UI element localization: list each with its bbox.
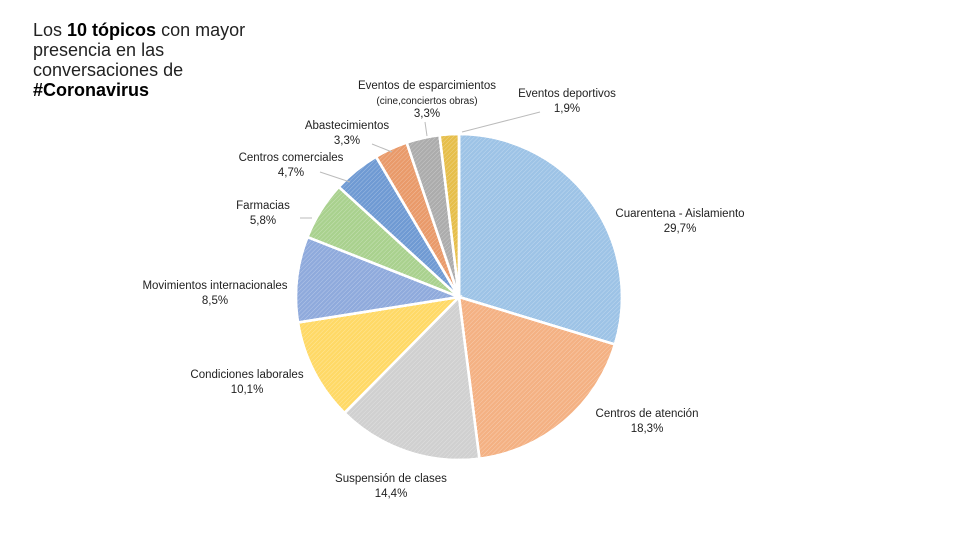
pie-slice-hatch	[342, 294, 481, 462]
slice-value-label: 1,9%	[554, 103, 580, 115]
leader-line	[424, 121, 428, 137]
slice-value-label: 8,5%	[202, 295, 228, 307]
slice-label: Eventos de esparcimientos	[358, 80, 496, 92]
slice-sublabel: (cine,conciertos obras)	[376, 96, 477, 107]
chart-title: Los 10 tópicos con mayor presencia en la…	[33, 20, 273, 100]
slice-label: Centros comerciales	[239, 152, 344, 164]
slice-label: Suspensión de clases	[335, 473, 447, 485]
slice-value-label: 5,8%	[250, 215, 276, 227]
leader-line	[371, 143, 393, 153]
slice-label: Centros de atención	[596, 408, 699, 420]
slice-label: Abastecimientos	[305, 120, 390, 132]
leader-line	[461, 111, 541, 133]
pie-slice	[457, 295, 617, 461]
pie-slice-hatch	[438, 132, 461, 298]
slice-label: Cuarentena - Aislamiento	[615, 208, 744, 220]
slice-value-label: 3,3%	[414, 108, 440, 120]
title-hashtag: #Coronavirus	[33, 80, 150, 100]
leader-line	[319, 171, 351, 183]
title-bold: 10 tópicos	[67, 20, 157, 40]
slice-value-label: 18,3%	[631, 423, 664, 435]
slice-value-label: 10,1%	[231, 384, 264, 396]
slice-label: Movimientos internacionales	[142, 280, 287, 292]
pie-slice	[457, 132, 624, 346]
pie-slice	[342, 294, 481, 462]
pie-slice-hatch	[294, 235, 464, 324]
pie-slice	[296, 295, 463, 415]
slice-value-label: 4,7%	[278, 167, 304, 179]
pie-slice-hatch	[457, 295, 617, 461]
slice-label: Farmacias	[236, 200, 290, 212]
slice-label: Condiciones laborales	[190, 369, 303, 381]
title-post: con mayor presencia en las conversacione…	[33, 20, 246, 80]
slice-value-label: 29,7%	[664, 223, 697, 235]
title-pre: Los	[33, 20, 68, 40]
pie-slice-hatch	[296, 295, 463, 415]
slice-label: Eventos deportivos	[518, 88, 616, 100]
pie-slice	[294, 235, 464, 324]
slice-value-label: 3,3%	[334, 135, 360, 147]
pie-slice-hatch	[457, 132, 624, 346]
pie-slice	[438, 132, 461, 298]
slice-value-label: 14,4%	[375, 488, 408, 500]
